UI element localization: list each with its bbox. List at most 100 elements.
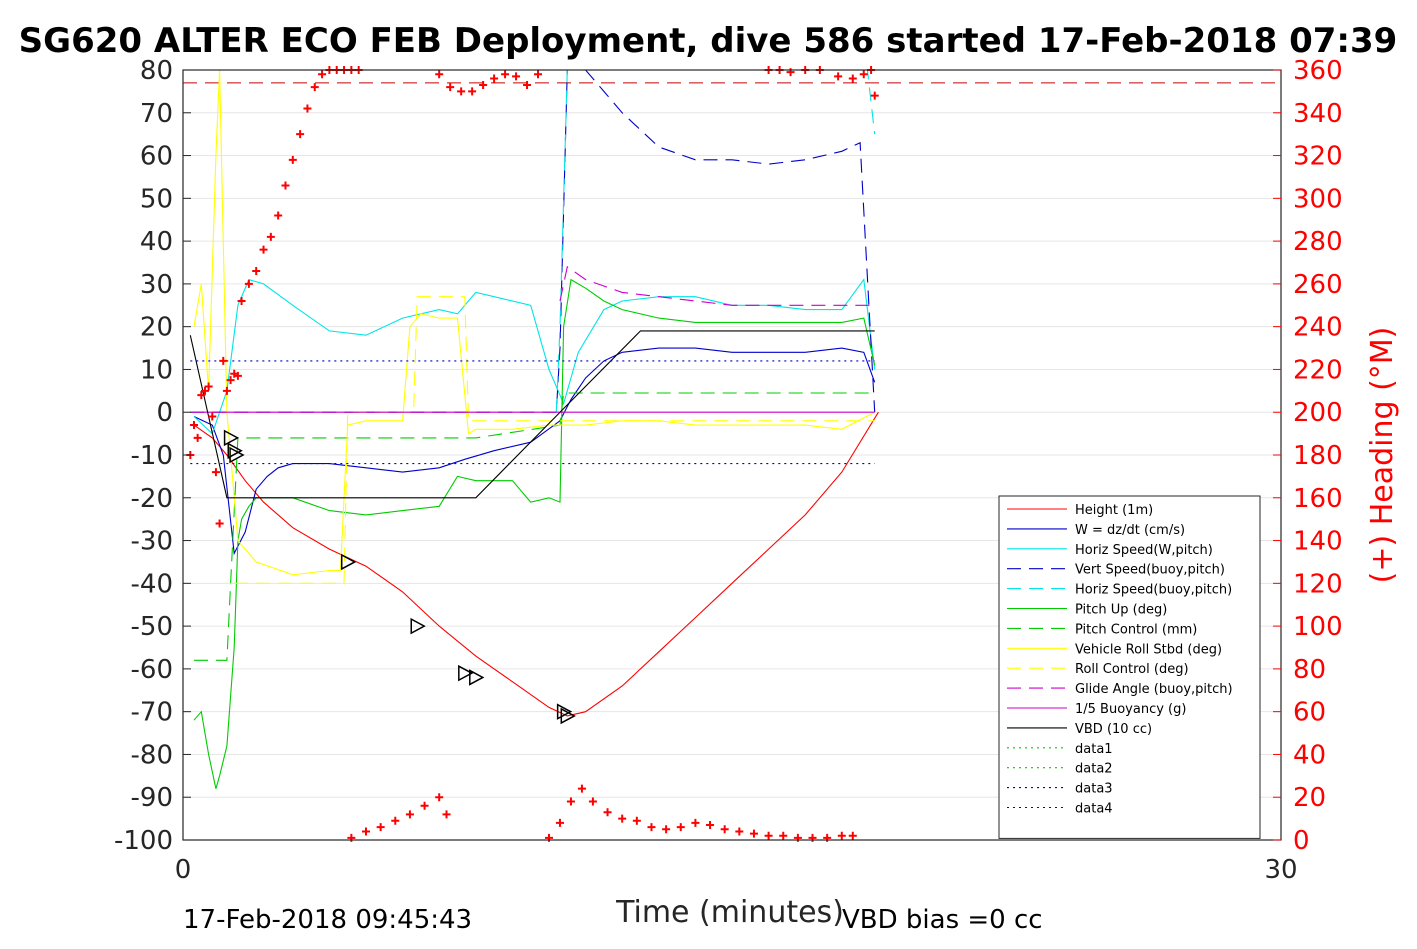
triangle-marker bbox=[469, 669, 485, 686]
heading-point bbox=[318, 70, 327, 79]
x-axis-label: Time (minutes) bbox=[615, 895, 844, 930]
y2-tick-label: 60 bbox=[1293, 698, 1326, 728]
heading-point bbox=[189, 421, 198, 430]
heading-point bbox=[215, 519, 224, 528]
y2-axis-label: (+) Heading (°M) bbox=[1365, 327, 1400, 584]
y2-tick-label: 340 bbox=[1293, 99, 1343, 129]
heading-point bbox=[618, 814, 627, 823]
y2-tick-label: 160 bbox=[1293, 484, 1343, 514]
heading-point bbox=[837, 831, 846, 840]
heading-point bbox=[420, 801, 429, 810]
tick-layer: 80706050403020100-10-20-30-40-50-60-70-8… bbox=[114, 56, 1343, 885]
y-tick-label: -40 bbox=[131, 569, 173, 599]
heading-point bbox=[237, 297, 246, 305]
legend-entry: W = dz/dt (cm/s) bbox=[1075, 523, 1185, 538]
series-line-11 bbox=[189, 330, 875, 499]
heading-point bbox=[647, 823, 656, 832]
y-tick-label: 80 bbox=[140, 56, 173, 86]
heading-point bbox=[442, 810, 451, 819]
legend-entry: data2 bbox=[1075, 762, 1113, 777]
triangle-marker bbox=[229, 446, 245, 464]
y-tick-label: -50 bbox=[131, 612, 173, 642]
heading-point bbox=[200, 386, 209, 395]
heading-point bbox=[208, 412, 217, 421]
heading-point bbox=[588, 797, 597, 806]
series-line-5 bbox=[193, 278, 876, 789]
heading-point bbox=[534, 70, 543, 79]
heading-point bbox=[720, 825, 729, 834]
legend: Height (1m) W = dz/dt (cm/s) Horiz Speed(W… bbox=[998, 495, 1261, 839]
y2-tick-label: 140 bbox=[1293, 527, 1343, 557]
y2-tick-label: 0 bbox=[1293, 826, 1310, 856]
heading-point bbox=[706, 821, 715, 830]
series-line-4 bbox=[555, 69, 876, 413]
legend-entry: Roll Control (deg) bbox=[1075, 662, 1189, 677]
y-tick-label: -100 bbox=[114, 826, 173, 856]
series-line-0 bbox=[193, 411, 879, 717]
heading-point bbox=[259, 245, 268, 254]
heading-point bbox=[222, 386, 231, 395]
y2-tick-label: 260 bbox=[1293, 270, 1343, 300]
heading-point bbox=[632, 816, 641, 825]
y2-tick-label: 320 bbox=[1293, 142, 1343, 172]
heading-point bbox=[303, 104, 312, 113]
heading-point bbox=[848, 831, 857, 840]
y-tick-label: 10 bbox=[140, 355, 173, 385]
x-tick-label: 30 bbox=[1264, 855, 1297, 885]
heading-point bbox=[362, 827, 370, 836]
triangle-marker bbox=[556, 703, 573, 720]
y-tick-label: -80 bbox=[131, 740, 173, 770]
legend-entry: Horiz Speed(W,pitch) bbox=[1075, 543, 1213, 558]
legend-entry: Pitch Control (mm) bbox=[1075, 622, 1197, 637]
heading-point bbox=[662, 825, 671, 834]
heading-point bbox=[512, 72, 521, 81]
heading-point bbox=[274, 211, 283, 220]
y2-tick-label: 300 bbox=[1293, 184, 1343, 214]
legend-entry: data1 bbox=[1075, 742, 1113, 757]
heading-point bbox=[577, 784, 586, 793]
legend-entry: Height (1m) bbox=[1075, 503, 1153, 518]
series-line-8 bbox=[234, 296, 875, 584]
heading-point bbox=[870, 91, 879, 100]
heading-point bbox=[834, 72, 843, 81]
heading-point bbox=[555, 818, 564, 827]
y2-tick-label: 200 bbox=[1293, 398, 1343, 428]
legend-entry: Vehicle Roll Stbd (deg) bbox=[1075, 642, 1222, 657]
heading-point bbox=[764, 831, 773, 840]
triangle-markers bbox=[223, 429, 576, 725]
heading-point bbox=[296, 130, 305, 139]
y-tick-label: -60 bbox=[131, 655, 173, 685]
y-tick-label: -10 bbox=[131, 441, 173, 471]
heading-point bbox=[310, 83, 319, 92]
heading-point bbox=[457, 87, 466, 96]
heading-point bbox=[566, 797, 575, 806]
heading-point bbox=[266, 232, 275, 241]
heading-point bbox=[501, 70, 510, 79]
heading-point bbox=[603, 808, 612, 817]
series-line-1 bbox=[193, 347, 876, 556]
footer-vbd-bias: VBD bias =0 cc bbox=[842, 905, 1043, 935]
y-tick-label: -90 bbox=[131, 783, 173, 813]
legend-entry: data3 bbox=[1075, 782, 1113, 797]
footer-timestamp: 17-Feb-2018 09:45:43 bbox=[183, 905, 472, 935]
legend-entry: Vert Speed(buoy,pitch) bbox=[1075, 563, 1225, 578]
heading-point bbox=[376, 823, 385, 832]
chart-title: SG620 ALTER ECO FEB Deployment, dive 586… bbox=[19, 21, 1398, 61]
y-tick-label: 30 bbox=[140, 270, 173, 300]
y-tick-label: -70 bbox=[131, 698, 173, 728]
y2-tick-label: 280 bbox=[1293, 227, 1343, 257]
heading-point bbox=[288, 155, 297, 164]
heading-point bbox=[468, 87, 477, 96]
y-tick-label: 0 bbox=[156, 398, 173, 428]
heading-point bbox=[211, 468, 220, 477]
heading-point bbox=[405, 810, 414, 819]
heading-point bbox=[226, 376, 235, 385]
heading-point bbox=[490, 74, 499, 83]
legend-entry: Glide Angle (buoy,pitch) bbox=[1075, 682, 1233, 697]
y2-tick-label: 20 bbox=[1293, 783, 1326, 813]
heading-point bbox=[197, 391, 206, 400]
y-tick-label: -30 bbox=[131, 527, 173, 557]
y2-tick-label: 120 bbox=[1293, 569, 1343, 599]
